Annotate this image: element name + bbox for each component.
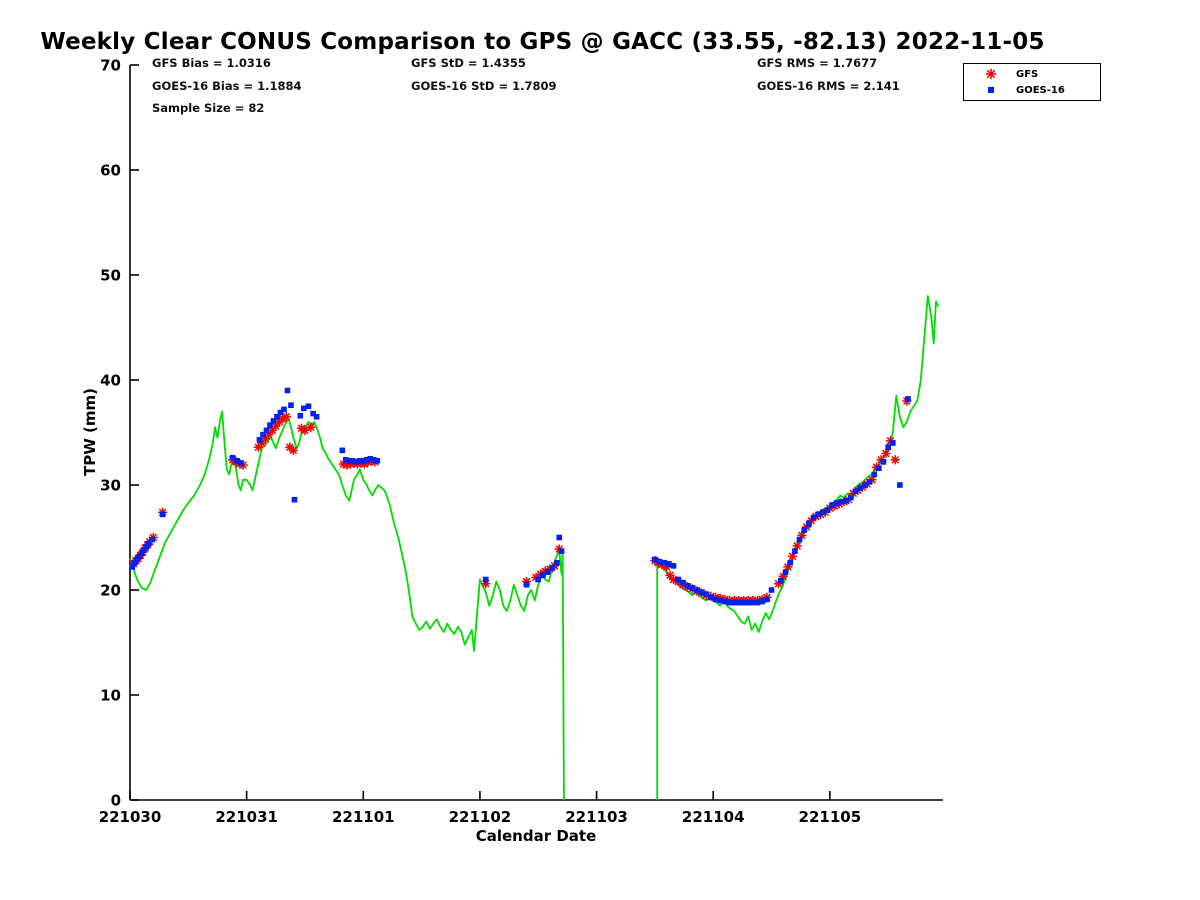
stat-goes-bias: GOES-16 Bias = 1.1884 <box>152 79 302 93</box>
svg-text:221103: 221103 <box>565 808 628 826</box>
stat-gfs-bias: GFS Bias = 1.0316 <box>152 56 271 70</box>
svg-text:221102: 221102 <box>449 808 512 826</box>
svg-text:221031: 221031 <box>215 808 278 826</box>
svg-text:30: 30 <box>100 477 121 495</box>
stat-sample-size: Sample Size = 82 <box>152 101 265 115</box>
gfs-asterisk-icon <box>985 68 997 80</box>
stat-gfs-rms: GFS RMS = 1.7677 <box>757 56 878 70</box>
svg-text:50: 50 <box>100 267 121 285</box>
y-axis-label: TPW (mm) <box>81 388 99 476</box>
stat-goes-std: GOES-16 StD = 1.7809 <box>411 79 557 93</box>
svg-text:70: 70 <box>100 57 121 75</box>
legend-label-goes16: GOES-16 <box>1016 84 1065 96</box>
legend-label-gfs: GFS <box>1016 68 1039 80</box>
goes16-square-icon <box>988 87 994 93</box>
stat-gfs-std: GFS StD = 1.4355 <box>411 56 526 70</box>
svg-text:221104: 221104 <box>682 808 745 826</box>
legend-item-gfs: GFS <box>964 66 1100 82</box>
svg-text:0: 0 <box>111 792 121 810</box>
svg-text:221105: 221105 <box>799 808 862 826</box>
svg-text:221101: 221101 <box>332 808 395 826</box>
chart-title: Weekly Clear CONUS Comparison to GPS @ G… <box>40 29 1045 55</box>
svg-text:20: 20 <box>100 582 121 600</box>
x-axis-label: Calendar Date <box>475 827 597 845</box>
svg-text:221030: 221030 <box>99 808 162 826</box>
legend-item-goes16: GOES-16 <box>964 82 1100 98</box>
svg-text:10: 10 <box>100 687 121 705</box>
svg-text:60: 60 <box>100 162 121 180</box>
stat-goes-rms: GOES-16 RMS = 2.141 <box>757 79 900 93</box>
legend: GFS GOES-16 <box>963 63 1101 101</box>
svg-text:40: 40 <box>100 372 121 390</box>
